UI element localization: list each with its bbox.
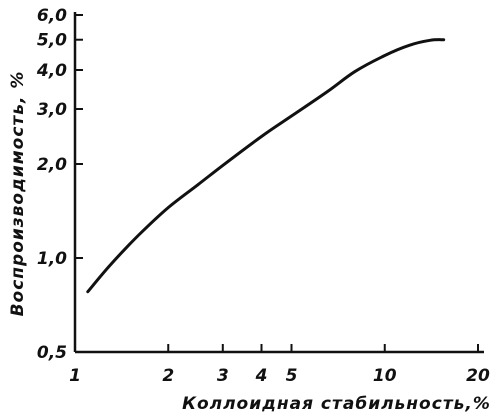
y-tick-label: 4,0 bbox=[36, 61, 67, 81]
x-tick-label: 4 bbox=[255, 366, 268, 386]
y-tick-label: 5,0 bbox=[37, 31, 67, 51]
axes bbox=[73, 12, 484, 354]
x-axis-title: Коллоидная стабильность,% bbox=[182, 394, 491, 414]
x-tick-label: 1 bbox=[69, 366, 81, 386]
x-tick-label: 20 bbox=[466, 366, 490, 386]
y-tick-label: 2,0 bbox=[37, 155, 67, 175]
x-ticks: 1 2 3 4 5 10 20 bbox=[69, 344, 490, 386]
y-axis-title: Воспроизводимость, % bbox=[8, 71, 28, 317]
plot-series bbox=[86, 38, 446, 294]
y-tick-label: 6,0 bbox=[37, 6, 67, 26]
y-tick-label: 3,0 bbox=[37, 100, 67, 120]
x-tick-label: 5 bbox=[286, 366, 298, 386]
x-tick-label: 3 bbox=[217, 366, 229, 386]
y-ticks: 0,5 1,0 2,0 3,0 4,0 5,0 6,0 bbox=[36, 6, 83, 363]
y-tick-label: 1,0 bbox=[37, 249, 67, 269]
x-tick-label: 10 bbox=[373, 366, 397, 386]
series-line bbox=[86, 38, 446, 294]
y-tick-label: 0,5 bbox=[37, 343, 67, 363]
x-tick-label: 2 bbox=[162, 366, 174, 386]
